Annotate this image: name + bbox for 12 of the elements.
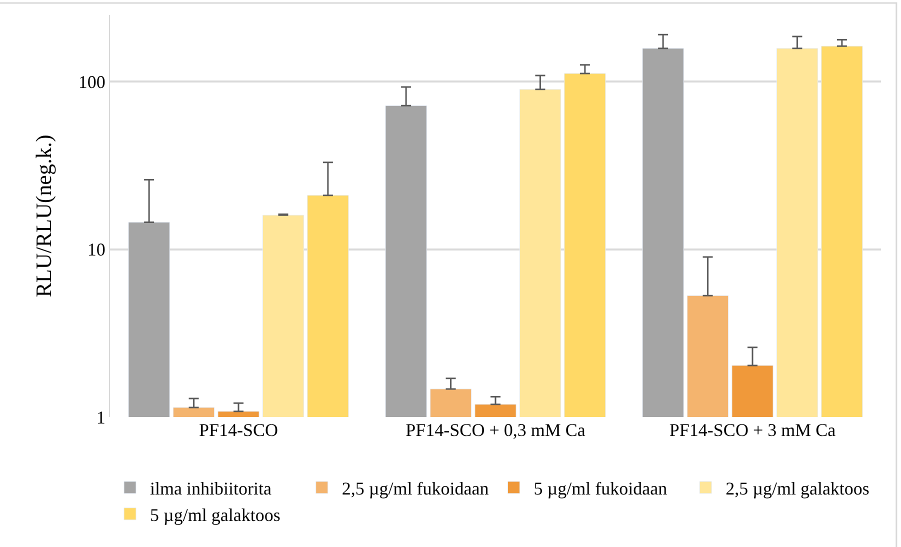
x-tick-label: PF14-SCO + 3 mM Ca <box>669 420 836 440</box>
legend-label: 2,5 µg/ml galaktoos <box>726 478 870 498</box>
legend-label: ilma inhibiitorita <box>150 478 272 498</box>
legend-label: 2,5 µg/ml fukoidaan <box>342 478 489 498</box>
y-tick-label: 1 <box>96 407 106 428</box>
y-tick-label: 100 <box>78 72 106 92</box>
y-axis-title: RLU/RLU(neg.k.) <box>31 134 56 298</box>
x-tick-label: PF14-SCO + 0,3 mM Ca <box>406 420 586 440</box>
x-tick-label: PF14-SCO <box>198 420 278 440</box>
y-tick-label: 10 <box>87 240 106 260</box>
legend-label: 5 µg/ml fukoidaan <box>534 478 668 498</box>
legend-label: 5 µg/ml galaktoos <box>150 504 280 525</box>
